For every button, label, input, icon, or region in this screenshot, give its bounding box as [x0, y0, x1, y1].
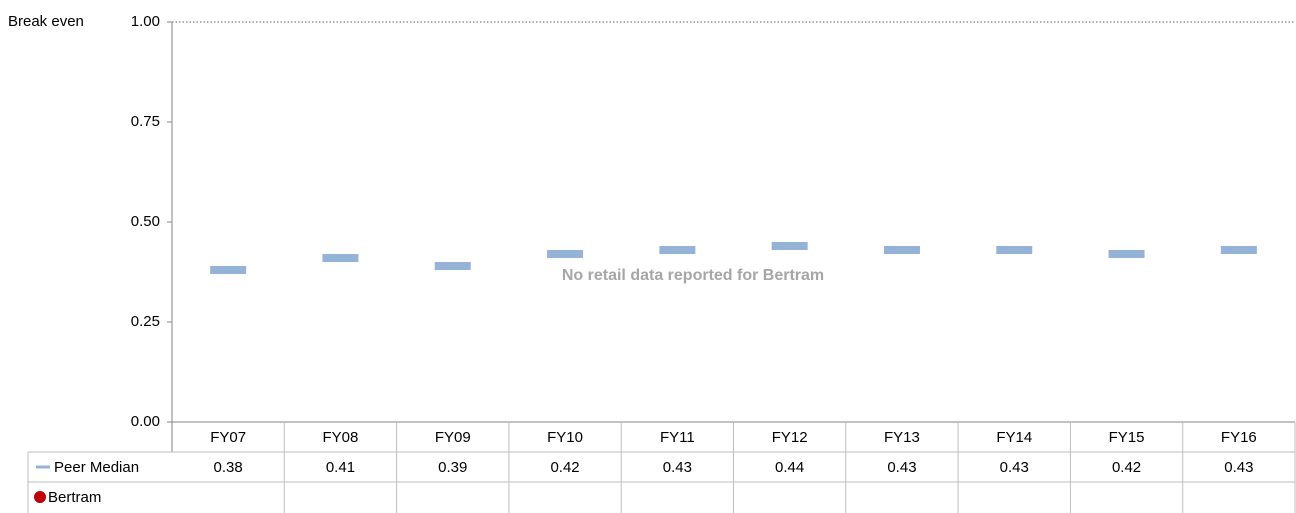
- dash-marker: [659, 246, 696, 254]
- table-value: 0.43: [1000, 459, 1029, 476]
- table-value: 0.43: [663, 459, 692, 476]
- legend-swatch: [36, 465, 50, 469]
- x-tick-label: FY12: [772, 429, 808, 446]
- x-tick-label: FY14: [996, 429, 1032, 446]
- table-value: 0.44: [775, 459, 804, 476]
- y-tick-label: 0.00: [131, 413, 160, 430]
- x-tick-label: FY10: [547, 429, 583, 446]
- dash-marker: [322, 254, 359, 262]
- table-value: 0.38: [214, 459, 243, 476]
- dash-marker: [883, 246, 920, 254]
- x-tick-label: FY09: [435, 429, 471, 446]
- dash-marker: [1220, 246, 1257, 254]
- x-tick-label: FY13: [884, 429, 920, 446]
- x-tick-label: FY15: [1109, 429, 1145, 446]
- table-value: 0.39: [438, 459, 467, 476]
- x-tick-label: FY07: [210, 429, 246, 446]
- legend-label: Bertram: [48, 489, 101, 506]
- annotation: No retail data reported for Bertram: [562, 267, 824, 284]
- legend-swatch: [34, 491, 46, 503]
- dash-marker: [434, 262, 471, 270]
- dash-marker: [771, 242, 808, 250]
- legend-label: Peer Median: [54, 459, 139, 476]
- table-value: 0.42: [1112, 459, 1141, 476]
- y-tick-label: 0.25: [131, 313, 160, 330]
- y-tick-label: 0.75: [131, 113, 160, 130]
- reference-label: Break even: [8, 13, 84, 30]
- x-tick-label: FY16: [1221, 429, 1257, 446]
- dash-marker: [547, 250, 584, 258]
- dash-marker: [1108, 250, 1145, 258]
- x-tick-label: FY08: [323, 429, 359, 446]
- y-tick-label: 0.50: [131, 213, 160, 230]
- table-value: 0.43: [887, 459, 916, 476]
- table-value: 0.42: [550, 459, 579, 476]
- table-value: 0.43: [1224, 459, 1253, 476]
- y-tick-label: 1.00: [131, 13, 160, 30]
- dash-marker: [996, 246, 1033, 254]
- dash-marker: [210, 266, 247, 274]
- x-tick-label: FY11: [660, 429, 695, 446]
- table-value: 0.41: [326, 459, 355, 476]
